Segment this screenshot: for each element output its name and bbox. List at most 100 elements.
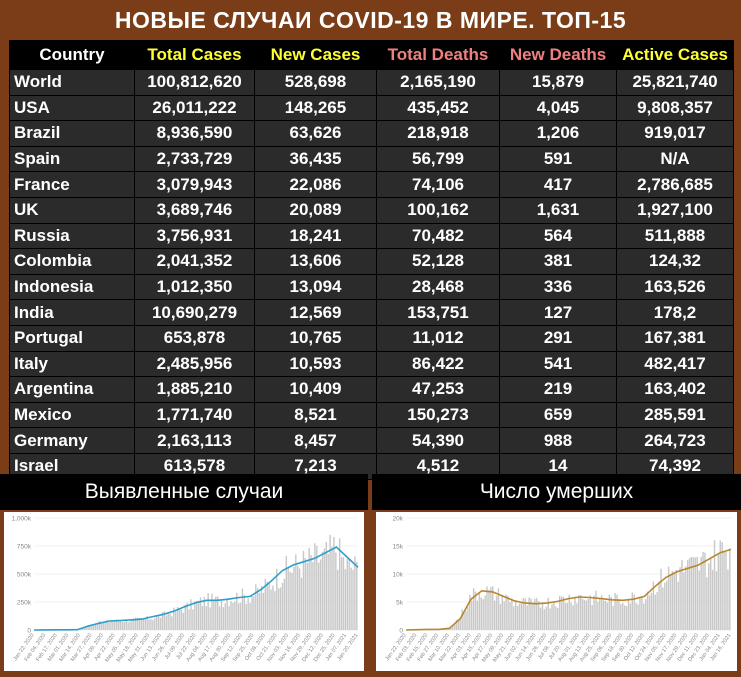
daily-bar	[618, 599, 620, 630]
daily-bar	[314, 543, 316, 630]
daily-bar	[497, 588, 500, 630]
cell-active-cases: 178,2	[616, 299, 734, 326]
cell-active-cases: 264,723	[616, 427, 734, 454]
table-header-row: Country Total Cases New Cases Total Deat…	[9, 40, 734, 70]
daily-bar	[708, 563, 710, 630]
daily-bar	[455, 619, 458, 630]
daily-bar	[201, 605, 204, 630]
covid-table-container: Country Total Cases New Cases Total Deat…	[9, 40, 734, 480]
daily-bar	[337, 569, 339, 630]
daily-bar	[654, 594, 656, 630]
daily-bar	[610, 596, 612, 630]
daily-bar	[566, 602, 569, 630]
daily-bar	[276, 568, 278, 630]
cell-total-cases: 3,079,943	[134, 171, 255, 198]
daily-bar	[650, 592, 653, 630]
daily-bar	[461, 609, 463, 630]
daily-bar	[222, 607, 225, 630]
daily-bar	[623, 605, 626, 630]
daily-bar	[614, 593, 616, 630]
cell-new-cases: 10,765	[254, 324, 377, 352]
daily-bar	[180, 609, 183, 630]
table-row: Italy 2,485,956 10,593 86,422 541 482,417	[9, 350, 734, 378]
daily-bar	[671, 570, 674, 630]
daily-bar	[89, 624, 91, 630]
table-row: World 100,812,620 528,698 2,165,190 15,879 25…	[9, 69, 734, 96]
daily-bar	[511, 598, 513, 630]
daily-bar	[207, 593, 209, 630]
daily-bar	[258, 592, 261, 630]
daily-bar	[211, 593, 213, 630]
daily-bar	[524, 598, 526, 630]
cell-active-cases: 511,888	[616, 222, 734, 250]
cell-new-deaths: 1,631	[499, 196, 617, 224]
daily-bar	[87, 625, 89, 630]
daily-bar	[564, 602, 567, 630]
cell-new-cases: 13,094	[254, 273, 377, 301]
cell-total-cases: 1,885,210	[134, 376, 255, 403]
daily-bar	[346, 558, 348, 630]
daily-bar	[589, 595, 591, 630]
daily-bar	[117, 621, 120, 630]
daily-bar	[154, 618, 156, 630]
daily-bar	[557, 607, 559, 630]
cell-total-deaths: 2,165,190	[376, 69, 500, 96]
daily-bar	[549, 608, 551, 630]
daily-bar	[503, 601, 505, 630]
daily-bar	[537, 601, 540, 630]
table-row: UK 3,689,746 20,089 100,162 1,631 1,927,100	[9, 196, 734, 224]
daily-bar	[522, 598, 525, 630]
cell-new-deaths: 4,045	[499, 94, 617, 122]
daily-bar	[658, 581, 660, 630]
table-row: Spain 2,733,729 36,435 56,799 591 N/A	[9, 145, 734, 173]
table-row: Russia 3,756,931 18,241 70,482 564 511,888	[9, 222, 734, 250]
daily-bar	[713, 540, 716, 630]
daily-bar	[340, 557, 343, 630]
daily-bar	[236, 592, 238, 630]
daily-bar	[342, 557, 345, 630]
daily-bar	[140, 618, 143, 630]
daily-bar	[457, 619, 460, 630]
daily-bar	[338, 538, 341, 630]
daily-bar	[285, 556, 288, 630]
daily-bar	[144, 618, 146, 630]
cell-active-cases: 163,526	[616, 273, 734, 301]
cell-total-cases: 26,011,222	[134, 94, 255, 122]
daily-bar	[98, 620, 101, 630]
daily-bar	[570, 602, 572, 630]
daily-bar	[119, 621, 122, 630]
daily-bar	[597, 601, 599, 630]
daily-bar	[641, 596, 643, 630]
header-country: Country	[9, 40, 135, 70]
daily-bar	[469, 594, 471, 630]
daily-bar	[725, 551, 727, 630]
daily-bar	[205, 606, 207, 630]
cases-chart-title: Выявленные случаи	[0, 474, 368, 510]
daily-bar	[316, 545, 318, 630]
cell-new-deaths: 591	[499, 145, 617, 173]
daily-bar	[685, 566, 687, 630]
y-tick-label: 500k	[17, 572, 32, 579]
daily-bar	[228, 606, 230, 630]
daily-bar	[679, 567, 681, 630]
daily-bar	[545, 606, 547, 630]
daily-bar	[152, 619, 154, 630]
daily-bar	[622, 602, 624, 630]
daily-bar	[729, 548, 731, 630]
daily-bar	[196, 600, 198, 630]
daily-bar	[178, 609, 181, 630]
daily-bar	[213, 600, 215, 630]
cell-country: Portugal	[9, 324, 135, 352]
daily-bar	[505, 594, 507, 630]
cases-chart-panel: Выявленные случаи 0 250k 500k 750k 1,000k Jan…	[0, 474, 368, 677]
daily-bar	[199, 597, 202, 630]
cell-new-deaths: 15,879	[499, 69, 617, 96]
daily-bar	[706, 577, 708, 630]
daily-bar	[643, 603, 645, 630]
cell-new-deaths: 417	[499, 171, 617, 198]
cell-country: Brazil	[9, 120, 135, 147]
daily-bar	[329, 534, 331, 630]
daily-bar	[601, 595, 603, 630]
y-tick-label: 0	[399, 628, 403, 635]
